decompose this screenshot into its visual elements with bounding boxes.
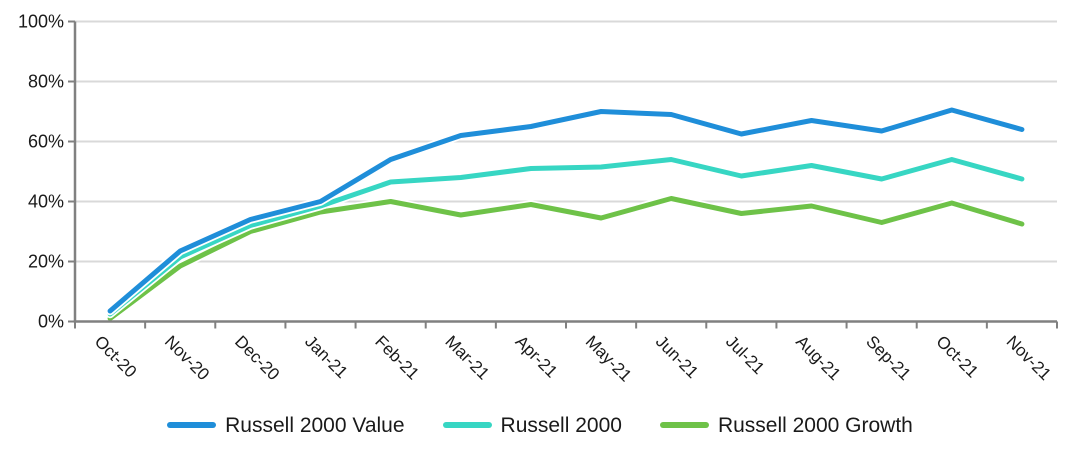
legend-item-russell-2000-growth: Russell 2000 Growth xyxy=(659,413,913,437)
x-tick-label: Feb-21 xyxy=(371,332,423,384)
x-tick-label: Jun-21 xyxy=(652,332,702,382)
legend-item-russell-2000: Russell 2000 xyxy=(442,413,622,437)
x-tick-label: Apr-21 xyxy=(512,332,562,382)
y-tick-label: 80% xyxy=(28,72,64,92)
x-tick-label: Aug-21 xyxy=(792,332,844,384)
x-tick-label: Nov-21 xyxy=(1003,332,1055,384)
series-lines xyxy=(105,105,1027,323)
y-axis-tick-labels: 0% 20% 40% 60% 80% 100% xyxy=(18,12,64,332)
legend-label: Russell 2000 Growth xyxy=(717,413,913,437)
legend: Russell 2000 Value Russell 2000 Russell … xyxy=(0,405,1080,445)
x-tick-label: Sep-21 xyxy=(862,332,914,384)
legend-line-marker-green xyxy=(659,422,709,428)
legend-line-marker-teal xyxy=(442,422,492,428)
y-tick-label: 20% xyxy=(28,252,64,272)
y-tick-label: 0% xyxy=(38,312,64,332)
gridlines xyxy=(75,20,1057,263)
x-tick-label: Nov-20 xyxy=(161,332,213,384)
x-tick-label: Oct-21 xyxy=(932,332,982,382)
legend-label: Russell 2000 Value xyxy=(225,413,405,437)
x-tick-label: Dec-20 xyxy=(231,332,283,384)
axes xyxy=(68,20,1058,329)
y-tick-label: 100% xyxy=(18,12,64,32)
x-tick-label: Jul-21 xyxy=(722,332,768,378)
x-axis-tick-labels: Oct-20 Nov-20 Dec-20 Jan-21 Feb-21 Mar-21 Apr-… xyxy=(91,332,1055,386)
x-tick-label: Oct-20 xyxy=(91,332,141,382)
y-tick-label: 40% xyxy=(28,192,64,212)
legend-label: Russell 2000 xyxy=(500,413,622,437)
legend-line-marker-blue xyxy=(167,422,217,428)
x-tick-label: Mar-21 xyxy=(441,332,493,384)
y-tick-label: 60% xyxy=(28,132,64,152)
legend-item-russell-2000-value: Russell 2000 Value xyxy=(167,413,405,437)
x-tick-label: May-21 xyxy=(582,332,636,386)
x-tick-label: Jan-21 xyxy=(301,332,351,382)
